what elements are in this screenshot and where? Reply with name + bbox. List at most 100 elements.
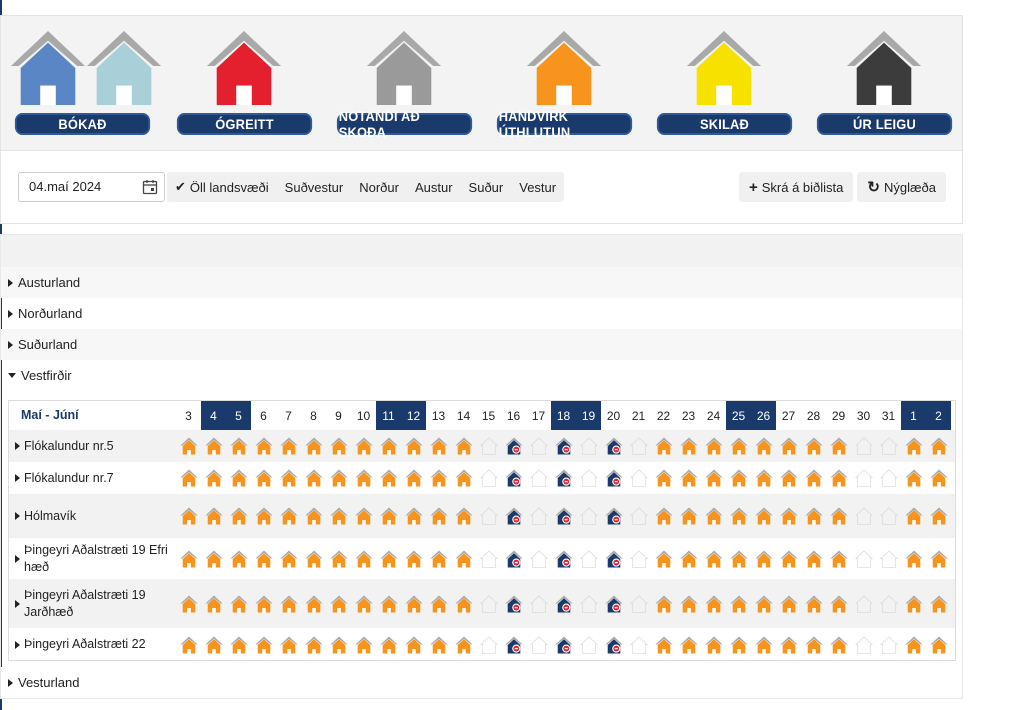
booked-house-icon[interactable] bbox=[176, 462, 201, 494]
available-house-icon[interactable] bbox=[526, 628, 551, 661]
booked-house-icon[interactable] bbox=[901, 462, 926, 494]
booked-house-icon[interactable] bbox=[751, 494, 776, 538]
booked-house-icon[interactable] bbox=[701, 494, 726, 538]
booked-house-icon[interactable] bbox=[776, 430, 801, 462]
booked-house-icon[interactable] bbox=[251, 494, 276, 538]
available-house-icon[interactable] bbox=[876, 538, 901, 579]
booked-house-icon[interactable] bbox=[751, 430, 776, 462]
booked-house-icon[interactable] bbox=[376, 462, 401, 494]
region-row-vesturland[interactable]: Vesturland bbox=[1, 667, 962, 698]
booked-house-icon[interactable] bbox=[251, 579, 276, 628]
booked-house-icon[interactable] bbox=[351, 628, 376, 661]
unit-label[interactable]: Þingeyri Aðalstræti 19 Efri hæð bbox=[9, 538, 170, 579]
booked-house-icon[interactable] bbox=[651, 430, 676, 462]
available-house-icon[interactable] bbox=[626, 430, 651, 462]
available-house-icon[interactable] bbox=[851, 628, 876, 661]
booked-house-icon[interactable] bbox=[326, 628, 351, 661]
booked-house-icon[interactable] bbox=[276, 579, 301, 628]
booked-house-icon[interactable] bbox=[351, 538, 376, 579]
booked-house-icon[interactable] bbox=[351, 494, 376, 538]
booked-house-icon[interactable] bbox=[376, 494, 401, 538]
region-row[interactable]: Norðurland bbox=[1, 298, 962, 329]
booked-house-icon[interactable] bbox=[401, 462, 426, 494]
unit-label[interactable]: Hólmavík bbox=[9, 494, 170, 538]
booked-house-icon[interactable] bbox=[726, 462, 751, 494]
available-house-icon[interactable] bbox=[476, 538, 501, 579]
booked-house-icon[interactable] bbox=[376, 430, 401, 462]
available-house-icon[interactable] bbox=[876, 579, 901, 628]
calendar-icon[interactable] bbox=[142, 179, 158, 195]
available-house-icon[interactable] bbox=[526, 430, 551, 462]
booked-house-icon[interactable] bbox=[726, 494, 751, 538]
booked-house-icon[interactable] bbox=[826, 430, 851, 462]
booked-house-icon[interactable] bbox=[926, 494, 951, 538]
booked-house-icon[interactable] bbox=[176, 494, 201, 538]
booked-house-icon[interactable] bbox=[801, 462, 826, 494]
booked-house-icon[interactable] bbox=[326, 430, 351, 462]
booked-house-icon[interactable] bbox=[426, 462, 451, 494]
available-house-icon[interactable] bbox=[476, 579, 501, 628]
blocked-house-icon[interactable] bbox=[501, 579, 526, 628]
booked-house-icon[interactable] bbox=[326, 538, 351, 579]
booked-house-icon[interactable] bbox=[676, 430, 701, 462]
available-house-icon[interactable] bbox=[576, 628, 601, 661]
booked-house-icon[interactable] bbox=[651, 538, 676, 579]
blocked-house-icon[interactable] bbox=[501, 462, 526, 494]
booked-house-icon[interactable] bbox=[426, 494, 451, 538]
blocked-house-icon[interactable] bbox=[501, 430, 526, 462]
booked-house-icon[interactable] bbox=[751, 538, 776, 579]
booked-house-icon[interactable] bbox=[326, 579, 351, 628]
available-house-icon[interactable] bbox=[576, 430, 601, 462]
booked-house-icon[interactable] bbox=[676, 628, 701, 661]
booked-house-icon[interactable] bbox=[251, 538, 276, 579]
booked-house-icon[interactable] bbox=[276, 462, 301, 494]
booked-house-icon[interactable] bbox=[651, 579, 676, 628]
available-house-icon[interactable] bbox=[851, 538, 876, 579]
booked-house-icon[interactable] bbox=[276, 538, 301, 579]
booked-house-icon[interactable] bbox=[701, 628, 726, 661]
booked-house-icon[interactable] bbox=[776, 494, 801, 538]
booked-house-icon[interactable] bbox=[801, 430, 826, 462]
booked-house-icon[interactable] bbox=[326, 462, 351, 494]
booked-house-icon[interactable] bbox=[451, 579, 476, 628]
available-house-icon[interactable] bbox=[851, 494, 876, 538]
available-house-icon[interactable] bbox=[476, 430, 501, 462]
date-picker[interactable] bbox=[18, 172, 165, 202]
available-house-icon[interactable] bbox=[851, 462, 876, 494]
booked-house-icon[interactable] bbox=[176, 538, 201, 579]
booked-house-icon[interactable] bbox=[226, 430, 251, 462]
booked-house-icon[interactable] bbox=[801, 494, 826, 538]
booked-house-icon[interactable] bbox=[701, 430, 726, 462]
booked-house-icon[interactable] bbox=[726, 579, 751, 628]
booked-house-icon[interactable] bbox=[776, 462, 801, 494]
date-input[interactable] bbox=[29, 179, 129, 194]
unit-label[interactable]: Þingeyri Aðalstræti 19 Jarðhæð bbox=[9, 579, 170, 628]
blocked-house-icon[interactable] bbox=[601, 494, 626, 538]
unit-label[interactable]: Flókalundur nr.5 bbox=[9, 430, 170, 462]
booked-house-icon[interactable] bbox=[826, 579, 851, 628]
booked-house-icon[interactable] bbox=[676, 494, 701, 538]
blocked-house-icon[interactable] bbox=[501, 494, 526, 538]
blocked-house-icon[interactable] bbox=[601, 579, 626, 628]
booked-house-icon[interactable] bbox=[451, 430, 476, 462]
available-house-icon[interactable] bbox=[476, 628, 501, 661]
booked-house-icon[interactable] bbox=[751, 628, 776, 661]
available-house-icon[interactable] bbox=[876, 430, 901, 462]
booked-house-icon[interactable] bbox=[276, 494, 301, 538]
booked-house-icon[interactable] bbox=[826, 494, 851, 538]
booked-house-icon[interactable] bbox=[701, 462, 726, 494]
booked-house-icon[interactable] bbox=[776, 538, 801, 579]
region-row[interactable]: Suðurland bbox=[1, 329, 962, 360]
booked-house-icon[interactable] bbox=[201, 430, 226, 462]
booked-house-icon[interactable] bbox=[726, 628, 751, 661]
region-filter-button[interactable]: Vestur bbox=[519, 179, 557, 195]
booked-house-icon[interactable] bbox=[351, 430, 376, 462]
available-house-icon[interactable] bbox=[526, 538, 551, 579]
booked-house-icon[interactable] bbox=[926, 538, 951, 579]
booked-house-icon[interactable] bbox=[676, 538, 701, 579]
booked-house-icon[interactable] bbox=[401, 494, 426, 538]
booked-house-icon[interactable] bbox=[726, 430, 751, 462]
booked-house-icon[interactable] bbox=[301, 462, 326, 494]
booked-house-icon[interactable] bbox=[276, 430, 301, 462]
booked-house-icon[interactable] bbox=[801, 628, 826, 661]
